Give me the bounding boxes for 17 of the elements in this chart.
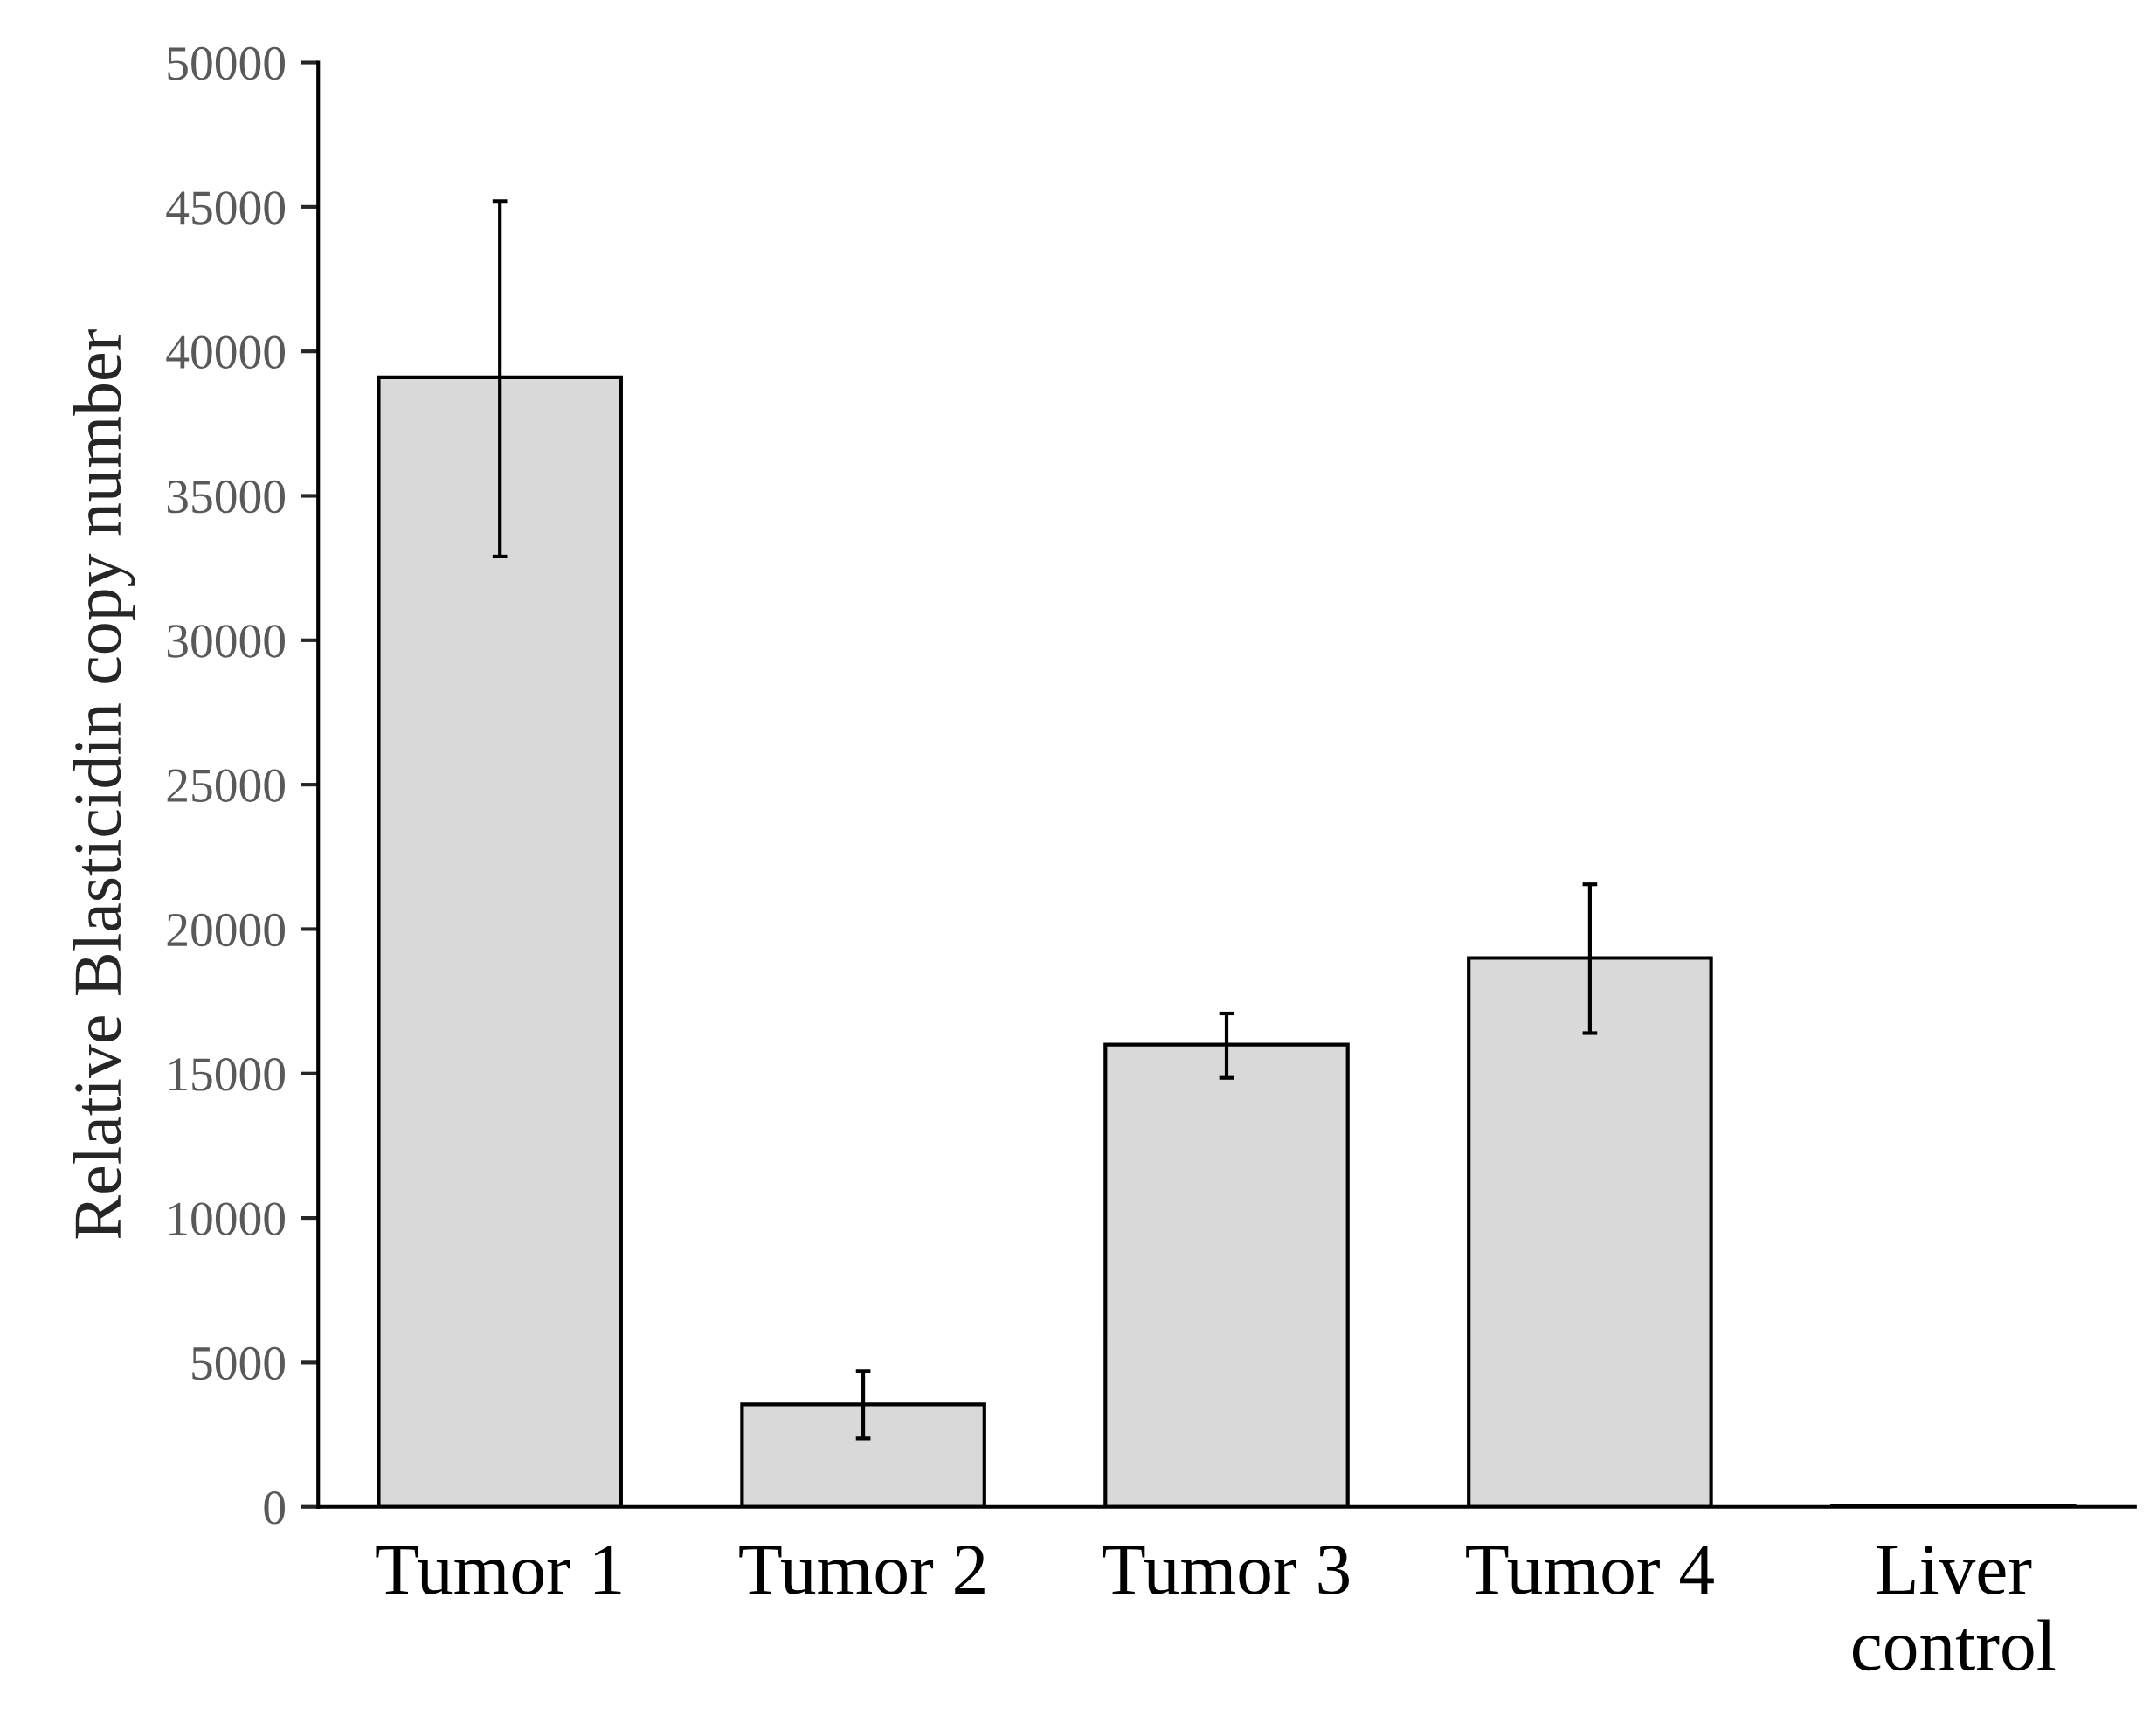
x-tick-label: Tumor 2 (739, 1546, 985, 1595)
y-tick-label: 10000 (169, 1202, 285, 1235)
y-tick-label: 35000 (167, 480, 285, 514)
y-tick-label: 40000 (166, 335, 285, 369)
y-tick-label: 25000 (167, 769, 285, 802)
y-tick-label: 15000 (169, 1058, 285, 1091)
x-tick-label: Liver control (1852, 1546, 2056, 1671)
y-tick-label: 30000 (167, 625, 285, 658)
y-tick-label: 50000 (168, 46, 285, 80)
x-tick-label: Tumor 3 (1103, 1546, 1349, 1595)
x-tick-label: Tumor 1 (376, 1546, 621, 1595)
y-tick-label: 45000 (166, 191, 285, 225)
y-tick-label: 0 (264, 1491, 285, 1525)
y-tick-label: 5000 (192, 1346, 285, 1380)
x-tick-label: Tumor 4 (1466, 1546, 1714, 1595)
y-axis-title: Relative Blasticidin copy number (73, 329, 135, 1239)
y-tick-label: 20000 (167, 913, 285, 947)
